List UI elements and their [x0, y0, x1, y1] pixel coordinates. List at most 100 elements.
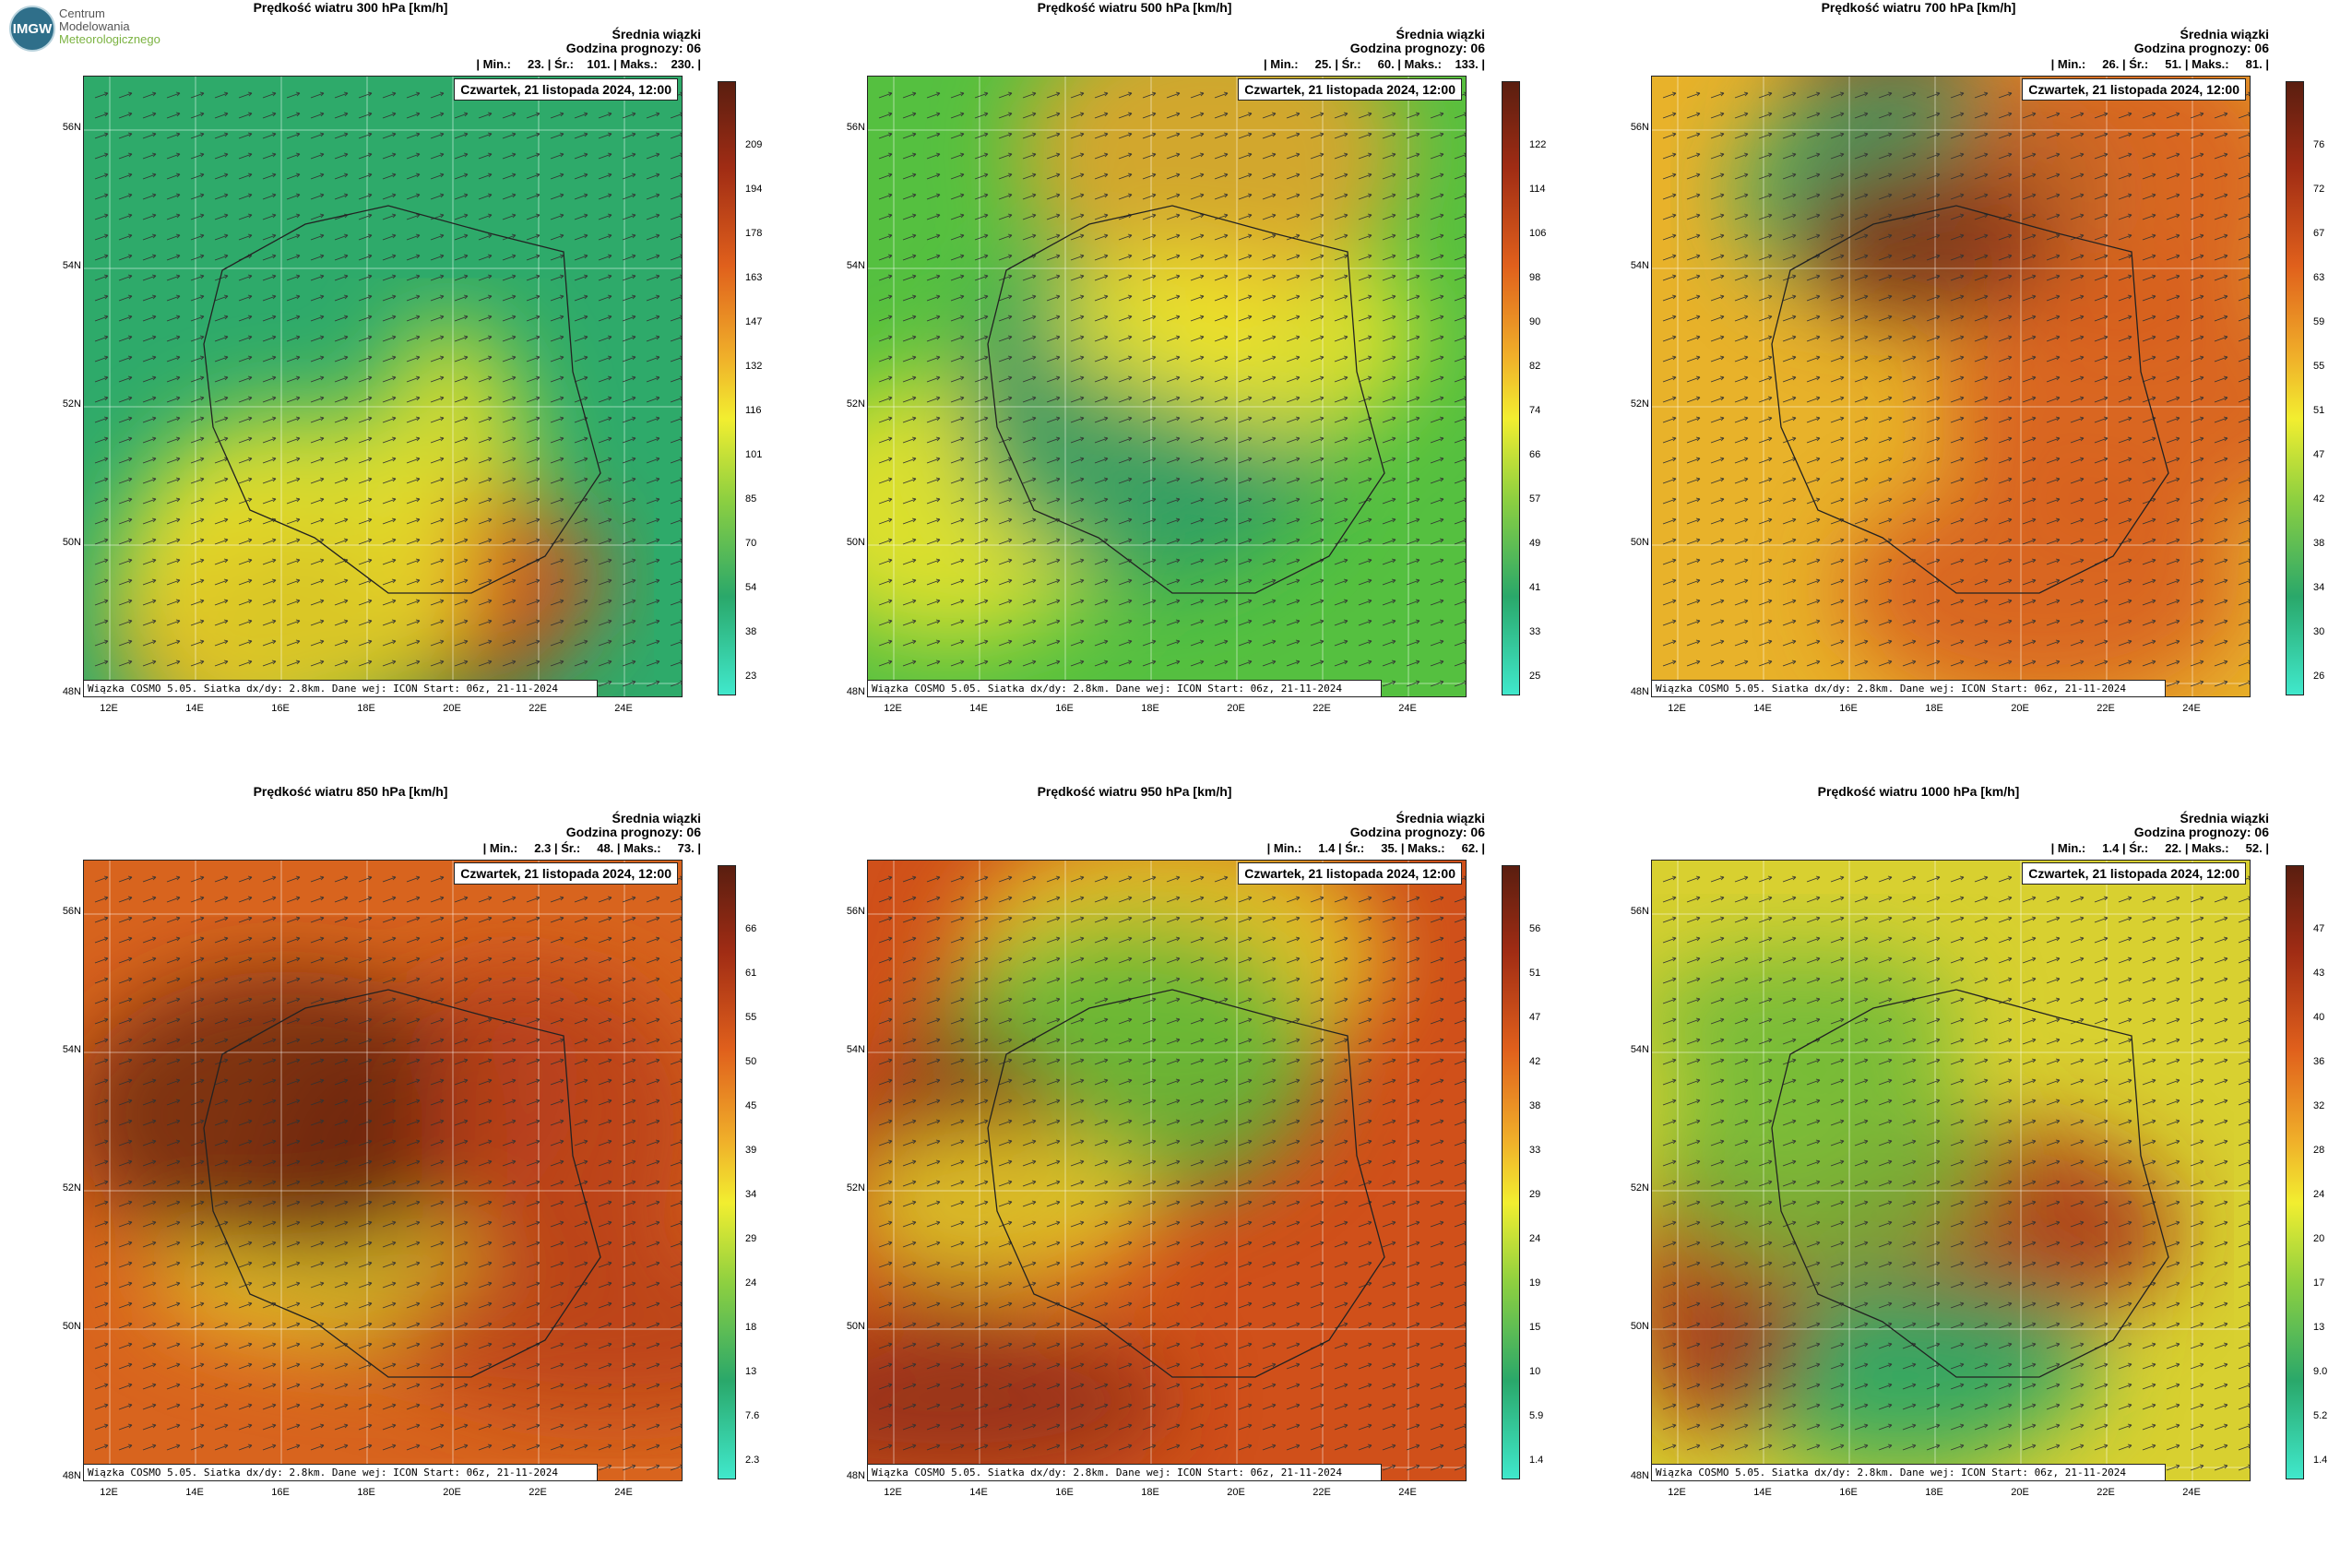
wind-arrow	[310, 152, 325, 160]
wind-arrow	[382, 936, 397, 944]
wind-arrow	[950, 956, 965, 964]
wind-arrow	[2046, 457, 2061, 464]
wind-arrow	[1854, 1200, 1869, 1207]
wind-arrow	[1758, 875, 1773, 883]
wind-arrow	[622, 375, 636, 383]
wind-arrow	[118, 1423, 133, 1431]
wind-arrow	[118, 193, 133, 200]
wind-arrow	[1926, 1383, 1941, 1390]
wind-arrow	[1262, 1180, 1277, 1187]
wind-arrow	[526, 1241, 540, 1248]
wind-arrow	[2046, 1362, 2061, 1370]
wind-arrow	[622, 1261, 636, 1268]
wind-arrow	[166, 91, 181, 99]
wind-arrow	[950, 619, 965, 626]
wind-arrow	[1022, 1017, 1037, 1025]
colorbar-tick-label: 147	[745, 316, 763, 327]
wind-arrow	[1998, 172, 2013, 180]
wind-arrow	[142, 497, 157, 505]
ensemble-label: Średnia wiązki	[2180, 27, 2269, 42]
wind-arrow	[998, 1078, 1013, 1086]
wind-arrow	[574, 1180, 588, 1187]
wind-arrow	[1214, 355, 1229, 362]
wind-arrow	[950, 875, 965, 883]
wind-arrow	[2142, 1423, 2156, 1431]
wind-arrow	[550, 599, 564, 606]
wind-arrow	[1070, 1443, 1085, 1451]
wind-arrow	[358, 497, 373, 505]
wind-arrow	[950, 997, 965, 1004]
wind-arrow	[974, 1261, 989, 1268]
wind-arrow	[358, 1159, 373, 1167]
wind-arrow	[1806, 152, 1821, 160]
wind-arrow	[1686, 659, 1701, 667]
wind-arrow	[646, 1139, 660, 1146]
wind-arrow	[1758, 1038, 1773, 1045]
wind-arrow	[1686, 1099, 1701, 1106]
wind-arrow	[878, 1220, 893, 1228]
wind-arrow	[974, 936, 989, 944]
wind-arrow	[1094, 436, 1109, 444]
wind-map-panel: Prędkość wiatru 500 hPa [km/h] Średnia wi…	[784, 0, 1547, 738]
wind-arrow	[1358, 916, 1372, 923]
wind-arrow	[526, 274, 540, 281]
wind-arrow	[2094, 152, 2108, 160]
valid-date: Czwartek, 21 listopada 2024, 12:00	[2022, 862, 2246, 885]
wind-arrow	[902, 91, 917, 99]
wind-arrow	[358, 977, 373, 984]
wind-arrow	[142, 1383, 157, 1390]
wind-arrow	[1998, 1159, 2013, 1167]
wind-arrow	[94, 457, 109, 464]
wind-arrow	[950, 457, 965, 464]
wind-arrow	[310, 997, 325, 1004]
wind-arrow	[574, 477, 588, 484]
wind-arrow	[1806, 1119, 1821, 1126]
wind-arrow	[1094, 619, 1109, 626]
wind-arrow	[2046, 274, 2061, 281]
wind-arrow	[1926, 1099, 1941, 1106]
wind-arrow	[1262, 936, 1277, 944]
wind-arrow	[926, 956, 941, 964]
wind-arrow	[1286, 1220, 1301, 1228]
wind-arrow	[1734, 538, 1749, 545]
wind-arrow	[598, 436, 612, 444]
wind-arrow	[1094, 355, 1109, 362]
wind-arrow	[1094, 1281, 1109, 1289]
wind-arrow	[550, 1241, 564, 1248]
wind-arrow	[1382, 477, 1396, 484]
wind-arrow	[1686, 1159, 1701, 1167]
wind-arrow	[1430, 896, 1444, 903]
wind-arrow	[902, 1362, 917, 1370]
wind-arrow	[1406, 1241, 1420, 1248]
wind-arrow	[1686, 936, 1701, 944]
wind-arrow	[1286, 1443, 1301, 1451]
wind-arrow	[190, 896, 205, 903]
wind-arrow	[1166, 1159, 1181, 1167]
wind-arrow	[1406, 517, 1420, 525]
wind-arrow	[2046, 578, 2061, 586]
wind-arrow	[1806, 599, 1821, 606]
wind-arrow	[974, 1322, 989, 1329]
stats-line: | Min.: 1.4 | Śr.: 22. | Maks.: 52. |	[2050, 841, 2269, 855]
wind-arrow	[2046, 132, 2061, 139]
wind-arrow	[974, 1139, 989, 1146]
wind-arrow	[526, 1200, 540, 1207]
wind-arrow	[478, 416, 493, 423]
wind-arrow	[2142, 896, 2156, 903]
wind-arrow	[2046, 599, 2061, 606]
wind-arrow	[118, 1119, 133, 1126]
wind-arrow	[214, 1078, 229, 1086]
wind-arrow	[998, 1139, 1013, 1146]
wind-arrow	[1286, 1403, 1301, 1410]
wind-arrow	[1662, 1362, 1677, 1370]
wind-arrow	[166, 1403, 181, 1410]
wind-arrow	[2166, 213, 2180, 220]
wind-arrow	[926, 639, 941, 647]
wind-arrow	[1382, 1099, 1396, 1106]
wind-arrow	[1926, 1119, 1941, 1126]
wind-arrow	[1806, 1017, 1821, 1025]
wind-arrow	[622, 233, 636, 241]
wind-arrow	[166, 1078, 181, 1086]
wind-arrow	[334, 517, 349, 525]
wind-arrow	[1070, 477, 1085, 484]
